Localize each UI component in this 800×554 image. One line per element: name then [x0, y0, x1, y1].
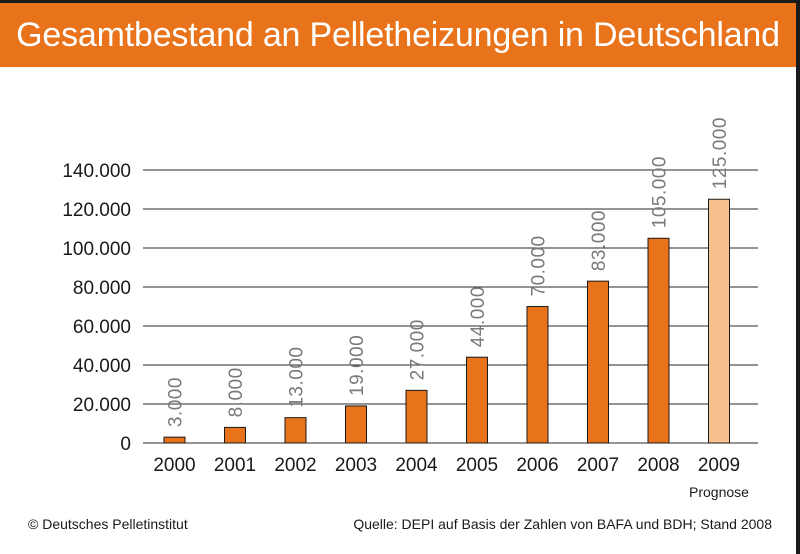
x-tick-label: 2008	[637, 455, 679, 476]
x-tick-label: 2006	[516, 455, 558, 476]
data-label: 44.000	[468, 286, 489, 347]
title-bar: Gesamtbestand an Pelletheizungen in Deut…	[0, 3, 796, 67]
x-tick-label: 2009	[698, 455, 740, 476]
right-border	[796, 0, 800, 554]
x-tick-label: 2004	[395, 455, 438, 476]
x-tick-label: 2001	[214, 455, 256, 476]
y-tick-label: 100.000	[62, 239, 131, 260]
data-label: 83.000	[589, 210, 610, 271]
x-tick-label: 2002	[274, 455, 316, 476]
y-tick-label: 80.000	[73, 278, 131, 299]
y-tick-label: 0	[120, 434, 131, 455]
data-label: 3.000	[166, 377, 187, 427]
data-label: 70.000	[529, 235, 550, 296]
data-label: 19.000	[347, 335, 368, 396]
bar	[345, 405, 367, 444]
y-tick-label: 120.000	[62, 200, 131, 221]
bar	[405, 389, 428, 444]
x-tick-label: 2007	[577, 455, 619, 476]
source-text: Quelle: DEPI auf Basis der Zahlen von BA…	[353, 516, 772, 532]
bar	[708, 198, 730, 444]
data-label: 125.000	[710, 117, 731, 189]
top-border	[0, 0, 800, 3]
forecast-note: Prognose	[689, 484, 749, 500]
y-tick-label: 40.000	[73, 356, 131, 377]
bar	[466, 356, 488, 444]
bar	[284, 417, 307, 444]
bar	[647, 237, 670, 444]
bar	[526, 306, 549, 444]
data-label: 27.000	[408, 319, 429, 380]
bar	[163, 436, 186, 444]
copyright-text: © Deutsches Pelletinstitut	[28, 516, 188, 532]
y-tick-label: 60.000	[73, 317, 131, 338]
bar-chart: 0 20.000 40.000 60.000 80.000 100.000 120.000 1…	[62, 117, 758, 476]
data-label: 13.000	[287, 347, 308, 408]
x-tick-label: 2000	[153, 455, 195, 476]
chart-title: Gesamtbestand an Pelletheizungen in Deut…	[16, 15, 780, 54]
y-tick-label: 140.000	[62, 161, 131, 182]
bar	[587, 280, 609, 444]
data-label: 8.000	[226, 367, 247, 417]
y-tick-label: 20.000	[73, 395, 131, 416]
x-tick-label: 2005	[456, 455, 498, 476]
data-label: 105.000	[650, 156, 671, 228]
bar	[224, 426, 246, 444]
x-tick-label: 2003	[335, 455, 377, 476]
